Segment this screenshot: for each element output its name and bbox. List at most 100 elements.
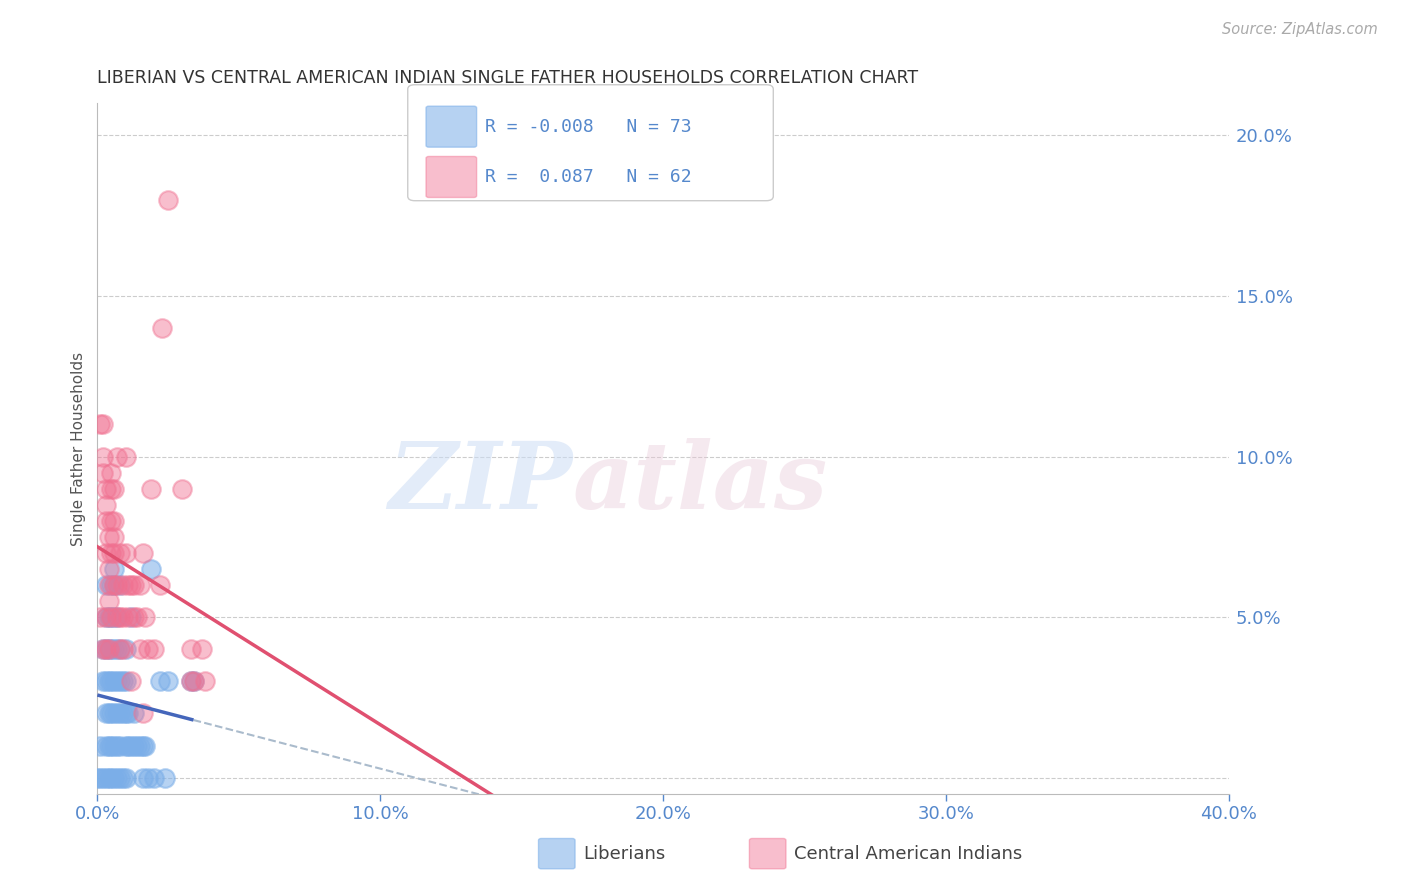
Point bbox=[91, 466, 114, 480]
Point bbox=[103, 642, 125, 657]
Point bbox=[97, 642, 120, 657]
Point bbox=[108, 674, 131, 689]
Point bbox=[114, 706, 136, 721]
Point bbox=[94, 642, 117, 657]
Point bbox=[105, 610, 128, 624]
Point bbox=[97, 771, 120, 785]
Point bbox=[117, 739, 139, 753]
Point bbox=[125, 610, 148, 624]
Point bbox=[114, 739, 136, 753]
Point bbox=[183, 674, 205, 689]
Point bbox=[94, 739, 117, 753]
Point bbox=[111, 578, 134, 592]
Point bbox=[122, 610, 145, 624]
Point bbox=[91, 417, 114, 432]
Point bbox=[148, 674, 170, 689]
Point bbox=[97, 739, 120, 753]
Point bbox=[100, 739, 122, 753]
Point bbox=[111, 771, 134, 785]
Point bbox=[97, 562, 120, 576]
Point bbox=[108, 642, 131, 657]
Point bbox=[120, 674, 142, 689]
Point bbox=[89, 610, 111, 624]
Point bbox=[103, 530, 125, 544]
Point bbox=[117, 610, 139, 624]
Point bbox=[139, 482, 162, 496]
Point bbox=[117, 578, 139, 592]
Text: atlas: atlas bbox=[572, 438, 828, 528]
Point bbox=[94, 498, 117, 512]
Point bbox=[108, 546, 131, 560]
Point bbox=[94, 578, 117, 592]
Point bbox=[111, 610, 134, 624]
Point bbox=[100, 546, 122, 560]
Point bbox=[134, 610, 156, 624]
Point bbox=[100, 578, 122, 592]
Text: R =  0.087   N = 62: R = 0.087 N = 62 bbox=[485, 168, 692, 186]
Point bbox=[108, 642, 131, 657]
Point bbox=[103, 610, 125, 624]
Point bbox=[91, 450, 114, 464]
Point bbox=[91, 642, 114, 657]
Point bbox=[105, 739, 128, 753]
Point bbox=[191, 642, 214, 657]
Point bbox=[103, 482, 125, 496]
Point bbox=[100, 514, 122, 528]
Point bbox=[94, 771, 117, 785]
Point bbox=[105, 642, 128, 657]
Point bbox=[91, 674, 114, 689]
Text: Liberians: Liberians bbox=[583, 845, 665, 863]
Point bbox=[155, 771, 177, 785]
Point bbox=[120, 578, 142, 592]
Point bbox=[148, 578, 170, 592]
Point bbox=[122, 739, 145, 753]
Point bbox=[105, 706, 128, 721]
Point bbox=[89, 739, 111, 753]
Point bbox=[103, 578, 125, 592]
Point bbox=[103, 739, 125, 753]
Point bbox=[94, 674, 117, 689]
Text: R = -0.008   N = 73: R = -0.008 N = 73 bbox=[485, 118, 692, 136]
Point bbox=[89, 771, 111, 785]
Point bbox=[114, 450, 136, 464]
Point bbox=[100, 466, 122, 480]
Point bbox=[111, 706, 134, 721]
Point bbox=[100, 610, 122, 624]
Point bbox=[103, 546, 125, 560]
Point bbox=[103, 674, 125, 689]
Point bbox=[142, 642, 165, 657]
Point bbox=[122, 706, 145, 721]
Point bbox=[97, 530, 120, 544]
Point bbox=[94, 546, 117, 560]
Point bbox=[108, 739, 131, 753]
Point bbox=[131, 739, 153, 753]
Point bbox=[157, 674, 180, 689]
Point bbox=[131, 546, 153, 560]
Text: Central American Indians: Central American Indians bbox=[794, 845, 1022, 863]
Point bbox=[128, 578, 150, 592]
Point bbox=[128, 642, 150, 657]
Point bbox=[108, 578, 131, 592]
Point bbox=[94, 706, 117, 721]
Point bbox=[183, 674, 205, 689]
Point bbox=[180, 642, 202, 657]
Point bbox=[136, 771, 159, 785]
Point bbox=[108, 771, 131, 785]
Point bbox=[94, 610, 117, 624]
Point bbox=[100, 642, 122, 657]
Point bbox=[94, 482, 117, 496]
Point bbox=[180, 674, 202, 689]
Point bbox=[103, 706, 125, 721]
Point bbox=[139, 562, 162, 576]
Point bbox=[105, 674, 128, 689]
Point bbox=[194, 674, 217, 689]
Point bbox=[142, 771, 165, 785]
Point bbox=[105, 450, 128, 464]
Text: LIBERIAN VS CENTRAL AMERICAN INDIAN SINGLE FATHER HOUSEHOLDS CORRELATION CHART: LIBERIAN VS CENTRAL AMERICAN INDIAN SING… bbox=[97, 69, 918, 87]
Point bbox=[94, 642, 117, 657]
Point bbox=[94, 610, 117, 624]
Point bbox=[97, 674, 120, 689]
Point bbox=[103, 771, 125, 785]
Point bbox=[103, 562, 125, 576]
Point bbox=[100, 674, 122, 689]
